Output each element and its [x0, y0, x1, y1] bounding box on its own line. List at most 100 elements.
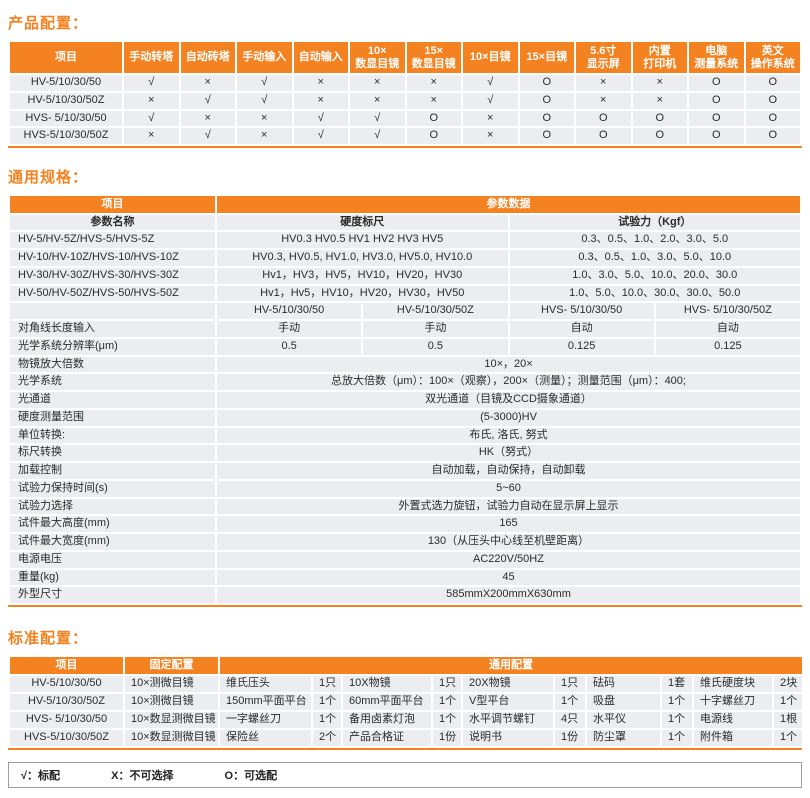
cell: 自动 [653, 319, 803, 339]
config-mark: √ [178, 126, 237, 146]
cell: 1.0、5.0、10.0、30.0、30.0、50.0 [507, 283, 802, 304]
item-name: 备用卤素灯泡 [341, 709, 433, 730]
config-mark: √ [235, 90, 294, 111]
config-mark: √ [178, 90, 237, 111]
config-mark: O [743, 108, 802, 129]
config-mark: × [178, 73, 237, 93]
config-mark: O [743, 126, 802, 146]
subheader-cell: 参数名称 [8, 212, 217, 233]
config-mark: √ [235, 73, 294, 93]
config-mark: √ [291, 126, 350, 146]
config-mark: O [687, 73, 746, 93]
table-row: 光学系统 总放大倍数（μm）：100×（观察），200×（测量）；测量范围（μm… [8, 372, 802, 393]
config-mark: O [517, 108, 576, 129]
table-row: 试验力保持时间(s) 5~60 [8, 478, 802, 499]
table-row: 重量(kg) 45 [8, 567, 802, 588]
cell: HV0.3 HV0.5 HV1 HV2 HV3 HV5 [215, 230, 510, 251]
config-mark: × [630, 73, 689, 93]
row-label: 试件最大宽度(mm) [8, 532, 217, 552]
col-header: 参数数据 [215, 194, 802, 215]
cell: 165 [215, 514, 802, 535]
config-mark: O [687, 108, 746, 129]
row-label: 对角线长度输入 [8, 319, 217, 339]
col-header: 10×目镜 [461, 40, 520, 75]
header-row: 项目 参数数据 [8, 194, 802, 215]
config-mark: × [348, 90, 407, 111]
standard-config-table-wrap: 项目 固定配置 通用配置 HV-5/10/30/50 10×测微目镜 维氏压头 … [8, 655, 805, 750]
model-label: HV-5/10/30/50 [8, 73, 124, 93]
item-name: 产品合格证 [341, 727, 433, 748]
standard-config-table: 项目 固定配置 通用配置 HV-5/10/30/50 10×测微目镜 维氏压头 … [8, 655, 805, 748]
item-name: 保险丝 [218, 727, 313, 748]
config-mark: √ [122, 73, 181, 93]
fixed-config: 10×测微目镜 [123, 673, 220, 694]
config-mark: O [517, 90, 576, 111]
cell: 自动 [507, 319, 656, 339]
col-header: 10× 数显目镜 [348, 40, 407, 75]
model-label: HVS- 5/10/30/50 [507, 301, 656, 322]
cell: 手动 [361, 319, 510, 339]
table-row: HV-5/10/30/50 10×测微目镜 维氏压头 1只 10X物镜 1只 2… [8, 673, 805, 694]
cell: 手动 [214, 319, 364, 339]
table-row: HVS-5/10/30/50Z × √ × √ √ O × O O O O O [8, 126, 802, 146]
item-name: 60mm平面平台 [341, 691, 433, 712]
item-qty: 4只 [553, 709, 587, 730]
row-label: 标尺转换 [8, 443, 217, 464]
item-name: 说明书 [461, 727, 555, 748]
table-row: 标尺转换 HK（努式） [8, 443, 802, 464]
config-mark: × [291, 90, 350, 111]
model-label: HV-5/10/30/50Z [8, 691, 125, 712]
item-name: 水平仪 [585, 709, 662, 730]
col-header: 自动砖塔 [178, 40, 237, 75]
row-label: 光学系统 [8, 372, 217, 393]
row-label: HV-10/HV-10Z/HVS-10/HVS-10Z [8, 248, 217, 268]
cell: 外置式选力旋钮，试验力自动在显示屏上显示 [215, 496, 802, 517]
model-label: HVS-5/10/30/50Z [8, 126, 124, 146]
model-label: HV-5/10/30/50Z [361, 301, 510, 322]
cell: 1.0、3.0、5.0、10.0、20.0、30.0 [507, 265, 802, 286]
model-label: HV-5/10/30/50 [8, 673, 125, 694]
row-label: 外型尺寸 [8, 585, 217, 606]
row-label: 单位转换: [8, 425, 217, 446]
table-row: HV-50/HV-50Z/HVS-50/HVS-50Z Hv1，Hv5，HV10… [8, 283, 802, 304]
table-row: HV-5/10/30/50 √ × √ × × × √ O × × O O [8, 73, 802, 93]
cell: 45 [215, 567, 802, 588]
cell: HK（努式） [215, 443, 802, 464]
model-columns-row: HV-5/10/30/50 HV-5/10/30/50Z HVS- 5/10/3… [8, 301, 803, 322]
item-qty: 2个 [311, 727, 343, 748]
table-row: 光通道 双光通道（目镜及CCD摄象通道） [8, 390, 802, 410]
col-header: 内置 打印机 [630, 40, 689, 75]
config-mark: × [574, 73, 633, 93]
item-qty: 1个 [553, 691, 587, 712]
item-qty: 1只 [311, 673, 343, 694]
table-row: 物镜放大倍数 10×，20× [8, 354, 802, 375]
item-qty: 1个 [660, 691, 694, 712]
model-label: HVS- 5/10/30/50Z [653, 301, 803, 322]
cell: 布氏, 洛氏, 努式 [215, 425, 802, 446]
item-name: 防尘罩 [585, 727, 662, 748]
item-name: 水平调节螺钉 [461, 709, 555, 730]
config-mark: √ [461, 73, 520, 93]
item-qty: 1份 [553, 727, 587, 748]
cell: 0.5 [361, 336, 510, 357]
config-mark: O [743, 73, 802, 93]
config-mark: O [517, 126, 576, 146]
config-mark: × [291, 73, 350, 93]
config-mark: O [743, 90, 802, 111]
table-row: HV-5/HV-5Z/HVS-5/HVS-5Z HV0.3 HV0.5 HV1 … [8, 230, 802, 251]
row-label [8, 301, 217, 322]
table-row: 光学系统分辨率(μm) 0.5 0.5 0.125 0.125 [8, 336, 803, 357]
header-row: 项目 固定配置 通用配置 [8, 655, 805, 676]
table-row: HVS- 5/10/30/50 √ × × √ √ O × O O O O O [8, 108, 802, 129]
item-qty: 1个 [771, 727, 805, 748]
table-row: HV-30/HV-30Z/HVS-30/HVS-30Z Hv1，HV3，HV5，… [8, 265, 802, 286]
cell: 0.3、0.5、1.0、3.0、5.0、10.0 [507, 248, 802, 268]
model-label: HVS-5/10/30/50Z [8, 727, 125, 748]
cell: 0.3、0.5、1.0、2.0、3.0、5.0 [507, 230, 802, 251]
item-name: 维氏压头 [218, 673, 313, 694]
row-label: 光通道 [8, 390, 217, 410]
row-label: HV-30/HV-30Z/HVS-30/HVS-30Z [8, 265, 217, 286]
row-label: 试件最大高度(mm) [8, 514, 217, 535]
config-mark: O [574, 126, 633, 146]
